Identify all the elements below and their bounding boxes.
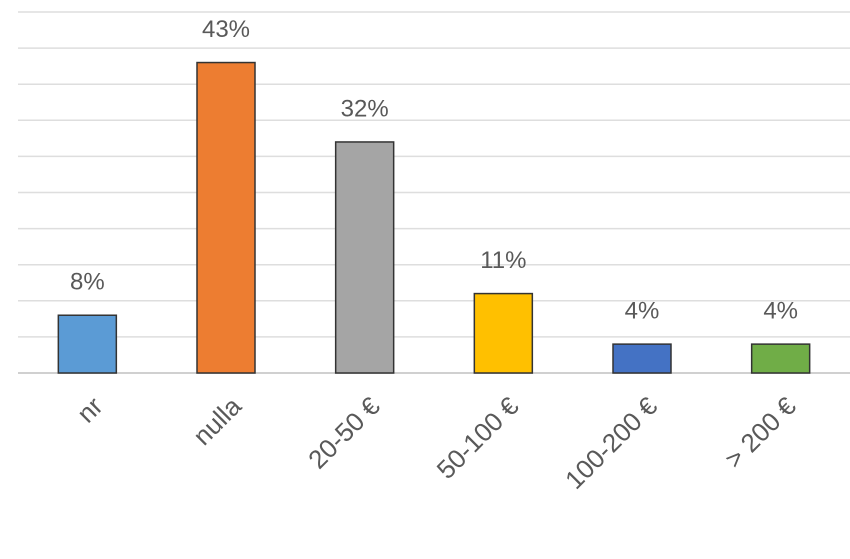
x-tick-label: nr xyxy=(71,391,109,429)
value-label: 4% xyxy=(763,297,798,324)
bar xyxy=(750,343,811,374)
value-label: 32% xyxy=(341,95,389,122)
x-tick-label: 20-50 € xyxy=(302,391,386,475)
x-tick-label: > 200 € xyxy=(719,391,802,474)
value-label: 4% xyxy=(625,297,660,324)
x-tick-label: nulla xyxy=(187,391,247,451)
bar xyxy=(57,314,118,374)
bar xyxy=(334,141,395,374)
x-tick-label: 100-200 € xyxy=(559,391,663,495)
value-label: 11% xyxy=(480,247,526,274)
bar xyxy=(196,61,256,374)
value-label: 8% xyxy=(70,269,105,296)
bar xyxy=(612,343,672,374)
x-tick-label: 50-100 € xyxy=(431,391,525,485)
bar xyxy=(473,292,534,374)
value-label: 43% xyxy=(202,16,250,43)
